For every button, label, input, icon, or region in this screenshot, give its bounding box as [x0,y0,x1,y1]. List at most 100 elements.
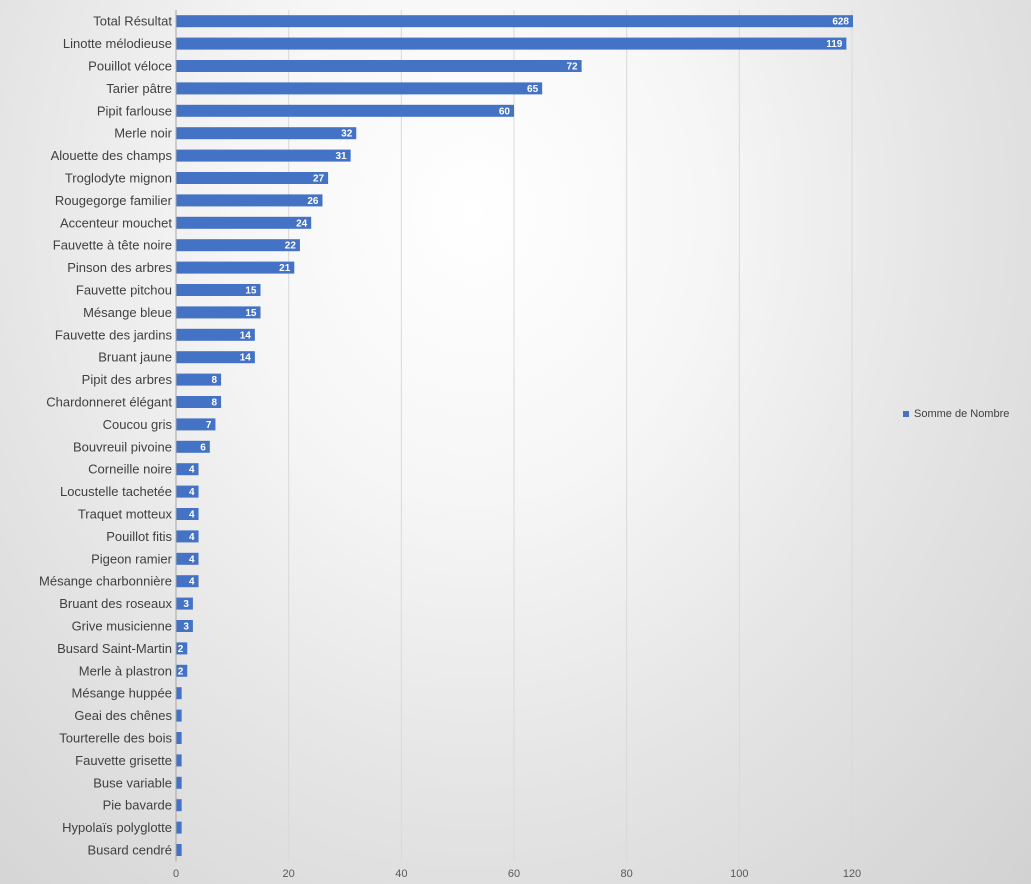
category-label: Accenteur mouchet [60,215,172,230]
bar [176,284,261,296]
category-label: Fauvette à tête noire [53,238,172,253]
bar [176,664,188,677]
bar [176,37,847,50]
bar [176,776,182,789]
data-label: 4 [189,577,195,588]
bar [176,15,853,28]
bar-series [176,15,853,856]
category-label: Tourterelle des bois [59,731,172,746]
bar [176,844,182,856]
data-label: 628 [832,17,849,28]
category-label: Pipit farlouse [97,103,172,118]
bar [176,239,300,252]
bar [176,799,182,812]
bar [176,194,323,207]
category-label: Mésange charbonnière [39,574,172,589]
data-label: 14 [240,353,252,364]
category-label: Troglodyte mignon [65,171,172,186]
data-label: 32 [341,129,353,140]
data-label: 8 [212,375,218,386]
bar [176,82,543,95]
legend: Somme de Nombre [903,408,1009,420]
category-label: Alouette des champs [51,148,173,163]
bar [176,463,199,476]
bar [176,440,210,453]
bar [176,642,188,655]
data-labels: 6281197265603231272624222115151414887644… [178,17,850,678]
bar [176,821,182,834]
data-label: 2 [178,644,184,655]
data-label: 60 [499,106,511,117]
data-label: 119 [826,39,843,50]
bar [176,216,312,229]
data-label: 3 [183,599,189,610]
bar [176,687,182,700]
category-label: Rougegorge familier [55,193,173,208]
category-label: Total Résultat [93,14,172,29]
bar [176,732,182,744]
data-label: 21 [279,263,291,274]
category-label: Pouillot véloce [88,59,172,74]
x-tick-label: 80 [621,868,633,880]
category-label: Pinson des arbres [67,260,172,275]
category-label: Chardonneret élégant [46,395,172,410]
bar [176,575,199,588]
bar [176,597,193,610]
vertical-gridlines [288,10,853,862]
x-tick-label: 100 [730,868,748,880]
category-label: Pie bavarde [103,798,172,813]
category-label: Bruant des roseaux [59,596,172,611]
category-labels: Total Résultat Linotte mélodieuse Pouillot… [39,14,173,858]
category-label: Linotte mélodieuse [63,36,172,51]
data-label: 15 [245,286,257,297]
category-label: Fauvette pitchou [76,283,172,298]
bar [176,530,199,543]
bar [176,261,295,274]
data-label: 65 [527,84,539,95]
category-label: Bouvreuil pivoine [73,439,172,454]
category-label: Fauvette grisette [75,753,172,768]
data-label: 22 [285,241,297,252]
data-label: 72 [566,62,578,73]
legend-swatch [903,411,909,417]
x-tick-label: 20 [283,868,295,880]
data-label: 7 [206,420,212,431]
bar [176,754,182,767]
category-label: Coucou gris [103,417,173,432]
bar [176,373,222,386]
bar [176,508,199,520]
data-label: 4 [189,487,195,498]
data-label: 27 [313,174,325,185]
data-label: 31 [336,151,348,162]
x-tick-label: 60 [508,868,520,880]
data-label: 4 [189,554,195,565]
data-label: 4 [189,465,195,476]
data-label: 8 [212,398,218,409]
category-label: Grive musicienne [72,619,172,634]
category-label: Buse variable [93,775,172,790]
data-label: 14 [240,330,252,341]
bar [176,485,199,498]
data-label: 4 [189,510,195,521]
x-tick-label: 40 [395,868,407,880]
category-label: Mésange bleue [83,305,172,320]
bar [176,552,199,565]
bar [176,149,351,162]
data-label: 26 [307,196,319,207]
category-label: Busard Saint-Martin [57,641,172,656]
category-label: Pipit des arbres [82,372,173,387]
x-tick-label: 120 [843,868,861,880]
data-label: 4 [189,532,195,543]
bar [176,104,514,117]
data-label: 24 [296,218,308,229]
category-label: Merle noir [114,126,172,141]
bar [176,60,582,72]
category-label: Bruant jaune [98,350,172,365]
x-tick-label: 0 [173,868,179,880]
category-label: Busard cendré [87,843,172,858]
data-label: 15 [245,308,257,319]
bar [176,172,329,184]
category-label: Corneille noire [88,462,172,477]
data-label: 2 [178,666,184,677]
